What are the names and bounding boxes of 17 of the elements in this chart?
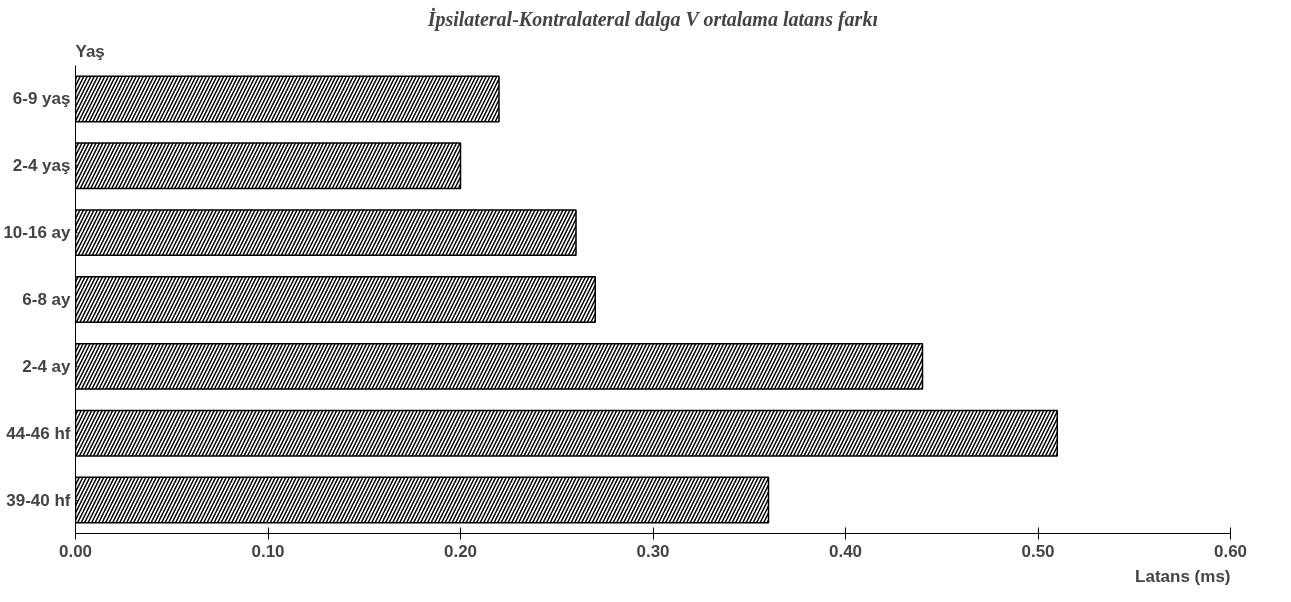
y-axis-title: Yaş [75,41,105,61]
x-tick-label: 0.60 [1213,541,1248,561]
y-tick-label: 44-46 hf [6,423,71,443]
x-tick-label: 0.00 [58,541,93,561]
chart-title: İpsilateral-Kontralateral dalga V ortalama latans farkı [426,6,878,31]
y-tick-label: 39-40 hf [6,490,71,510]
x-tick-label: 0.30 [636,541,670,561]
y-tick-label: 2-4 ay [22,356,72,376]
x-axis-title: Latans (ms) [1135,566,1231,586]
x-tick-label: 0.20 [443,541,478,561]
y-tick-label: 6-8 ay [22,290,72,309]
x-tick-label: 0.50 [1021,541,1055,561]
y-tick-label: 10-16 ay [3,223,72,243]
x-tick-label: 0.10 [251,541,285,561]
y-tick-label: 2-4 yaş [12,156,71,176]
y-tick-label: 6-9 yaş [12,89,71,109]
x-tick-label: 0.40 [828,541,863,561]
